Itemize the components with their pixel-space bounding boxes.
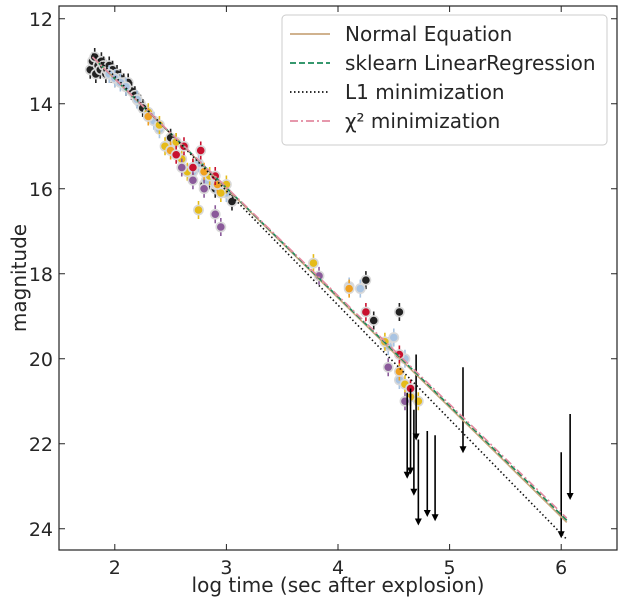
data-point [368, 315, 380, 326]
fit-line [91, 56, 568, 519]
data-point [226, 196, 238, 207]
upper-limit-arrowhead [410, 488, 418, 496]
data-point [187, 174, 199, 186]
upper-limit-arrowhead [431, 514, 439, 522]
x-axis-label: log time (sec after explosion) [192, 573, 485, 597]
y-tick-label: 16 [29, 179, 53, 201]
upper-limit-arrowhead [423, 510, 431, 517]
data-point [193, 204, 204, 216]
data-point [176, 162, 188, 173]
data-point [215, 221, 227, 233]
x-tick-label: 3 [220, 557, 232, 579]
upper-limit-arrowhead [557, 531, 565, 539]
legend-box [281, 14, 608, 146]
upper-limit-arrows [403, 354, 574, 539]
legend-label: sklearn LinearRegression [345, 51, 596, 75]
upper-limit-arrowhead [403, 471, 411, 479]
data-point [198, 183, 210, 195]
upper-limit-arrowhead [566, 493, 574, 500]
data-point [209, 208, 221, 220]
y-tick-label: 24 [29, 519, 53, 541]
y-tick-label: 20 [29, 349, 53, 371]
data-point [343, 283, 355, 295]
x-tick-label: 5 [444, 557, 456, 579]
data-point [360, 306, 372, 318]
data-point [120, 81, 132, 93]
upper-limit-arrowhead [412, 433, 420, 441]
data-point [154, 119, 165, 131]
y-tick-label: 14 [29, 94, 53, 116]
y-tick-label: 12 [29, 9, 53, 31]
data-point [354, 283, 366, 295]
data-point [412, 395, 424, 407]
fit-lines [91, 53, 568, 540]
y-tick-label: 18 [29, 264, 53, 286]
x-tick-label: 2 [109, 557, 121, 579]
legend: Normal Equation sklearn LinearRegression L… [281, 14, 608, 146]
y-tick-label: 22 [29, 434, 53, 456]
data-point [393, 306, 405, 318]
data-point [388, 332, 400, 343]
legend-label: L1 minimization [345, 80, 505, 104]
data-point [382, 361, 394, 373]
x-tick-label: 4 [332, 557, 344, 579]
fit-line [91, 53, 568, 540]
legend-label: χ² minimization [345, 109, 500, 133]
x-tick-label: 6 [555, 557, 567, 579]
data-point [308, 257, 319, 269]
upper-limit-arrowhead [414, 518, 422, 526]
data-point [187, 162, 199, 173]
data-point [195, 145, 207, 156]
data-point [399, 395, 411, 407]
upper-limit-arrowhead [459, 446, 467, 454]
upper-limit-arrowhead [407, 467, 415, 475]
data-point [360, 274, 372, 286]
axis-ticks: 2 3 4 5 6 12 14 16 18 20 22 24 [29, 6, 617, 579]
y-axis-label: magnitude [7, 224, 31, 332]
legend-label: Normal Equation [345, 22, 512, 46]
data-point [170, 149, 182, 161]
